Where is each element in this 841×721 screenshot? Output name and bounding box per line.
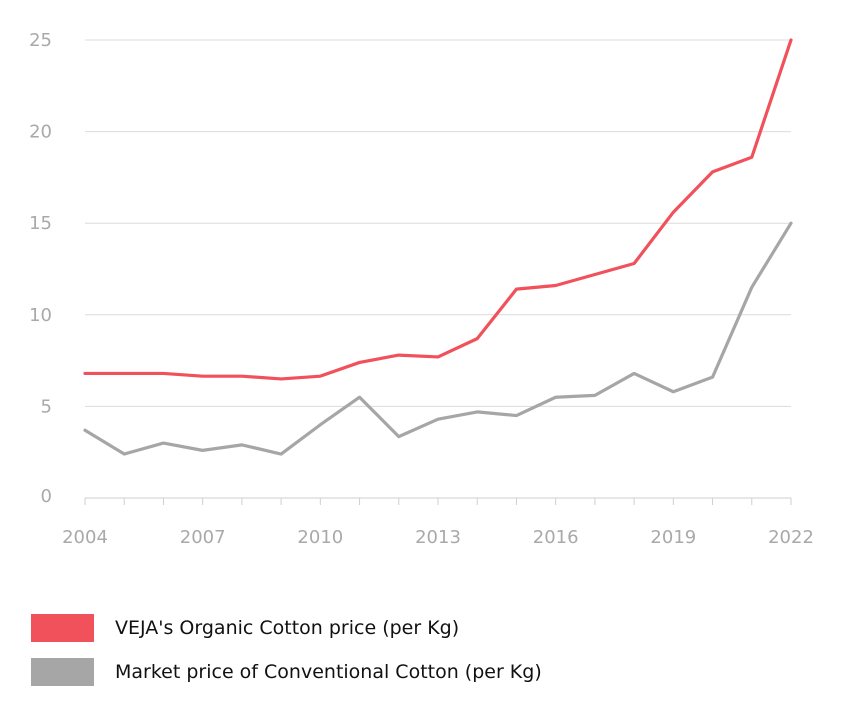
x-tick-label: 2004 <box>62 527 108 548</box>
x-tick-label: 2019 <box>650 527 696 548</box>
y-tick-label: 5 <box>41 396 52 417</box>
legend: VEJA's Organic Cotton price (per Kg) Mar… <box>31 606 542 694</box>
gridlines <box>85 39 791 407</box>
legend-label-conventional: Market price of Conventional Cotton (per… <box>115 661 542 683</box>
y-axis-labels: 0 5 10 15 20 25 <box>29 30 52 507</box>
x-tick-label: 2007 <box>180 527 226 548</box>
legend-item-organic: VEJA's Organic Cotton price (per Kg) <box>31 606 542 650</box>
x-axis-labels: 2004 2007 2010 2013 2016 2019 2022 <box>62 527 814 548</box>
y-tick-label: 20 <box>29 122 52 143</box>
y-tick-label: 25 <box>29 30 52 51</box>
y-tick-label: 0 <box>41 486 52 507</box>
series-line <box>83 221 793 456</box>
legend-label-organic: VEJA's Organic Cotton price (per Kg) <box>115 617 460 639</box>
legend-swatch-organic <box>31 614 94 642</box>
x-tick-label: 2022 <box>768 527 814 548</box>
x-axis <box>84 497 792 505</box>
y-tick-label: 15 <box>29 213 52 234</box>
legend-swatch-conventional <box>31 658 94 686</box>
line-chart: 0 5 10 15 20 25 2004 2007 2010 2013 2016 2019 2022 <box>29 30 814 548</box>
x-tick-label: 2010 <box>297 527 343 548</box>
series-lines <box>83 38 793 456</box>
series-line <box>83 38 793 381</box>
x-tick-label: 2016 <box>533 527 579 548</box>
x-tick-label: 2013 <box>415 527 461 548</box>
y-tick-label: 10 <box>29 305 52 326</box>
legend-item-conventional: Market price of Conventional Cotton (per… <box>31 650 542 694</box>
